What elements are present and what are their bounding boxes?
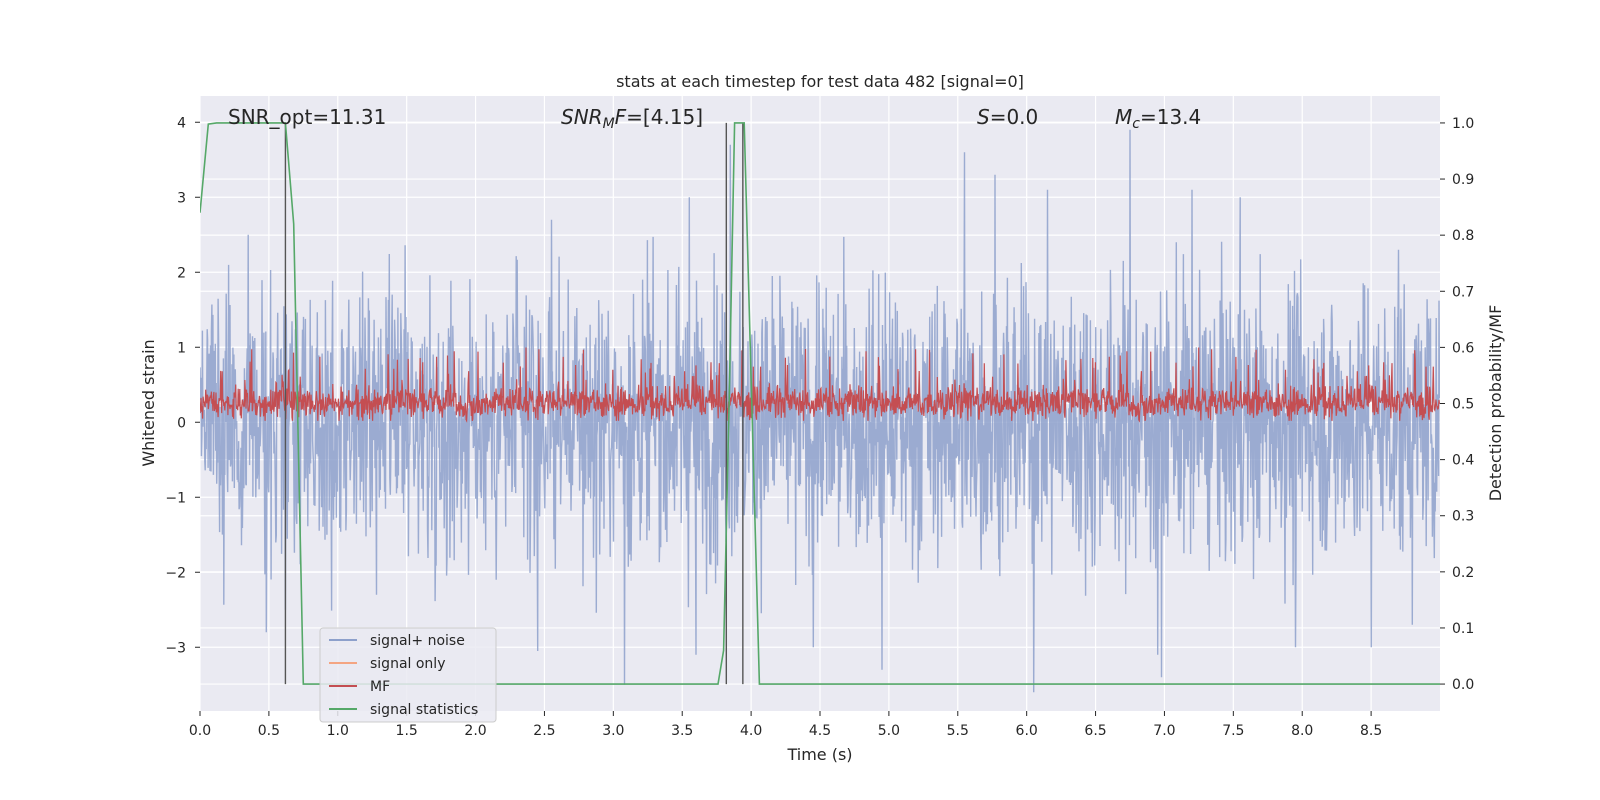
y-right-tick-label: 0.2	[1452, 565, 1474, 581]
y-right-tick-label: 0.8	[1452, 228, 1474, 244]
y-axis-label: Whitened strain	[139, 339, 158, 466]
series-signal-statistics	[200, 122, 1440, 685]
y-right-tick-label: 0.6	[1452, 340, 1474, 356]
y-right-tick-label: 0.5	[1452, 397, 1474, 413]
y-right-tick-label: 0.0	[1452, 677, 1474, 693]
y-right-axis-ticks: 1.0 0.9 0.8 0.7 0.6 0.5 0.4 0.3 0.2 0.1 0.0	[1440, 116, 1474, 693]
legend-box	[319, 627, 497, 723]
y-right-axis-label: Detection probability/MF	[1486, 305, 1505, 502]
x-tick-label: 4.5	[809, 723, 831, 739]
y-tick-label: −1	[165, 490, 186, 506]
y-tick-label: 0	[177, 415, 186, 431]
legend: signal+ noise signal only MF signal stat…	[319, 627, 497, 723]
y-tick-label: −2	[165, 565, 186, 581]
plot-content	[200, 122, 1440, 693]
x-tick-label: 8.0	[1291, 723, 1313, 739]
x-tick-label: 5.5	[947, 723, 969, 739]
x-tick-label: 4.0	[740, 723, 762, 739]
y-tick-label: −3	[165, 640, 186, 656]
annotation-s: S=0.0	[977, 105, 1038, 129]
x-tick-label: 0.0	[189, 723, 211, 739]
legend-label-signal-plus-noise: signal+ noise	[370, 633, 465, 649]
y-right-tick-label: 1.0	[1452, 116, 1474, 132]
x-tick-label: 3.5	[671, 723, 693, 739]
vertical-markers	[284, 122, 744, 685]
y-right-tick-label: 0.7	[1452, 284, 1474, 300]
x-tick-label: 7.5	[1222, 723, 1244, 739]
x-tick-label: 2.5	[533, 723, 555, 739]
x-tick-label: 6.5	[1084, 723, 1106, 739]
x-tick-label: 1.5	[396, 723, 418, 739]
annotation-mc: Mc=13.4	[1115, 105, 1201, 132]
x-tick-label: 7.0	[1153, 723, 1175, 739]
y-right-tick-label: 0.4	[1452, 453, 1474, 469]
series-signal-plus-noise	[200, 129, 1440, 693]
chart-title: stats at each timestep for test data 482…	[616, 72, 1024, 91]
x-tick-label: 8.5	[1360, 723, 1382, 739]
series-mf	[200, 347, 1440, 423]
x-axis-label: Time (s)	[786, 745, 852, 764]
y-tick-label: 2	[177, 265, 186, 281]
x-axis-ticks: 0.0 0.5 1.0 1.5 2.0 2.5 3.0 3.5 4.0 4.5 5.0 5.5 6.0 6…	[189, 711, 1382, 739]
y-tick-label: 3	[177, 190, 186, 206]
legend-label-signal-only: signal only	[370, 656, 445, 672]
annotation-snr-opt: SNR_opt=11.31	[228, 105, 386, 129]
y-right-tick-label: 0.1	[1452, 621, 1474, 637]
x-tick-label: 1.0	[327, 723, 349, 739]
x-tick-label: 5.0	[878, 723, 900, 739]
legend-label-signal-statistics: signal statistics	[370, 702, 478, 718]
y-tick-label: 4	[177, 115, 186, 131]
x-tick-label: 2.0	[464, 723, 486, 739]
legend-label-mf: MF	[370, 679, 390, 695]
y-axis-ticks: 4 3 2 1 0 −1 −2 −3	[165, 115, 200, 656]
y-right-tick-label: 0.9	[1452, 172, 1474, 188]
x-tick-label: 3.0	[602, 723, 624, 739]
x-tick-label: 0.5	[258, 723, 280, 739]
annotation-snr-mf: SNRMF=[4.15]	[561, 105, 703, 132]
x-tick-label: 6.0	[1016, 723, 1038, 739]
y-right-tick-label: 0.3	[1452, 509, 1474, 525]
y-tick-label: 1	[177, 340, 186, 356]
